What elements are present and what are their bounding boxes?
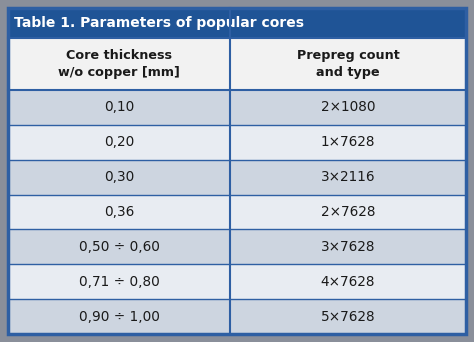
Bar <box>230 38 466 90</box>
Bar <box>230 90 466 125</box>
Text: 0,10: 0,10 <box>104 101 134 115</box>
Text: 0,50 ÷ 0,60: 0,50 ÷ 0,60 <box>79 240 160 254</box>
Bar <box>8 8 466 38</box>
Text: Table 1. Parameters of popular cores: Table 1. Parameters of popular cores <box>14 16 304 30</box>
Text: Prepreg count
and type: Prepreg count and type <box>297 49 400 79</box>
Text: 1×7628: 1×7628 <box>321 135 375 149</box>
Bar <box>230 125 466 160</box>
Text: 0,20: 0,20 <box>104 135 134 149</box>
Text: 0,30: 0,30 <box>104 170 134 184</box>
Bar <box>230 160 466 195</box>
Bar <box>8 195 230 229</box>
Bar <box>8 38 230 90</box>
Text: 4×7628: 4×7628 <box>321 275 375 289</box>
Text: 0,90 ÷ 1,00: 0,90 ÷ 1,00 <box>79 310 160 324</box>
Bar <box>230 264 466 299</box>
Text: 2×1080: 2×1080 <box>321 101 375 115</box>
Text: 0,36: 0,36 <box>104 205 134 219</box>
Bar <box>8 160 230 195</box>
Bar <box>230 195 466 229</box>
Bar <box>8 90 230 125</box>
Text: 0,71 ÷ 0,80: 0,71 ÷ 0,80 <box>79 275 159 289</box>
Bar <box>8 229 230 264</box>
Bar <box>8 299 230 334</box>
Text: 3×2116: 3×2116 <box>321 170 375 184</box>
Text: 5×7628: 5×7628 <box>321 310 375 324</box>
Bar <box>8 264 230 299</box>
Bar <box>230 299 466 334</box>
Text: Core thickness
w/o copper [mm]: Core thickness w/o copper [mm] <box>58 49 180 79</box>
Text: 2×7628: 2×7628 <box>321 205 375 219</box>
Bar <box>230 229 466 264</box>
Bar <box>8 125 230 160</box>
Text: 3×7628: 3×7628 <box>321 240 375 254</box>
